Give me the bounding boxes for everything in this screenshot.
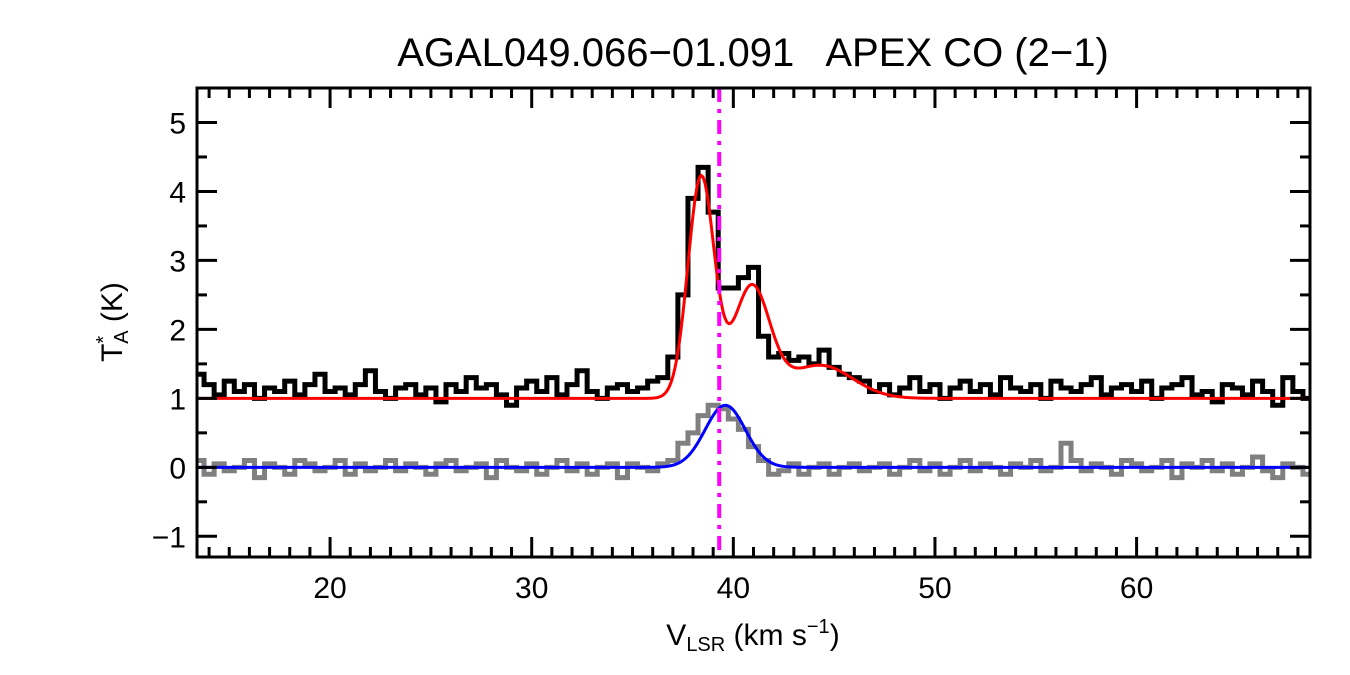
y-tick-label: 1 bbox=[169, 383, 186, 416]
y-tick-label: 2 bbox=[169, 314, 186, 347]
y-axis-label: T*A (K) bbox=[93, 282, 133, 362]
y-tick-label: 0 bbox=[169, 452, 186, 485]
gaussian-fit-red bbox=[197, 173, 1309, 400]
x-tick-label: 40 bbox=[717, 572, 750, 605]
y-tick-label: 3 bbox=[169, 245, 186, 278]
x-tick-label: 30 bbox=[515, 572, 548, 605]
gaussian-fit-blue bbox=[197, 403, 1309, 469]
series-group bbox=[197, 88, 1310, 557]
x-tick-label: 60 bbox=[1120, 572, 1153, 605]
y-tick-label: −1 bbox=[152, 521, 186, 554]
x-tick-label: 50 bbox=[918, 572, 951, 605]
x-axis-label: VLSR (km s−1) bbox=[666, 616, 839, 656]
plot-area bbox=[197, 88, 1310, 557]
y-tick-label: 4 bbox=[169, 176, 186, 209]
x-tick-label: 20 bbox=[313, 572, 346, 605]
spectrum-co-histogram bbox=[197, 164, 1310, 408]
axis-ticks: 20 30 40 50 60 −1 0 1 2 3 4 5 bbox=[152, 86, 1310, 605]
plot-frame bbox=[195, 86, 1312, 559]
chart-title: AGAL049.066−01.091 APEX CO (2−1) bbox=[397, 31, 1109, 75]
y-tick-label: 5 bbox=[169, 107, 186, 140]
